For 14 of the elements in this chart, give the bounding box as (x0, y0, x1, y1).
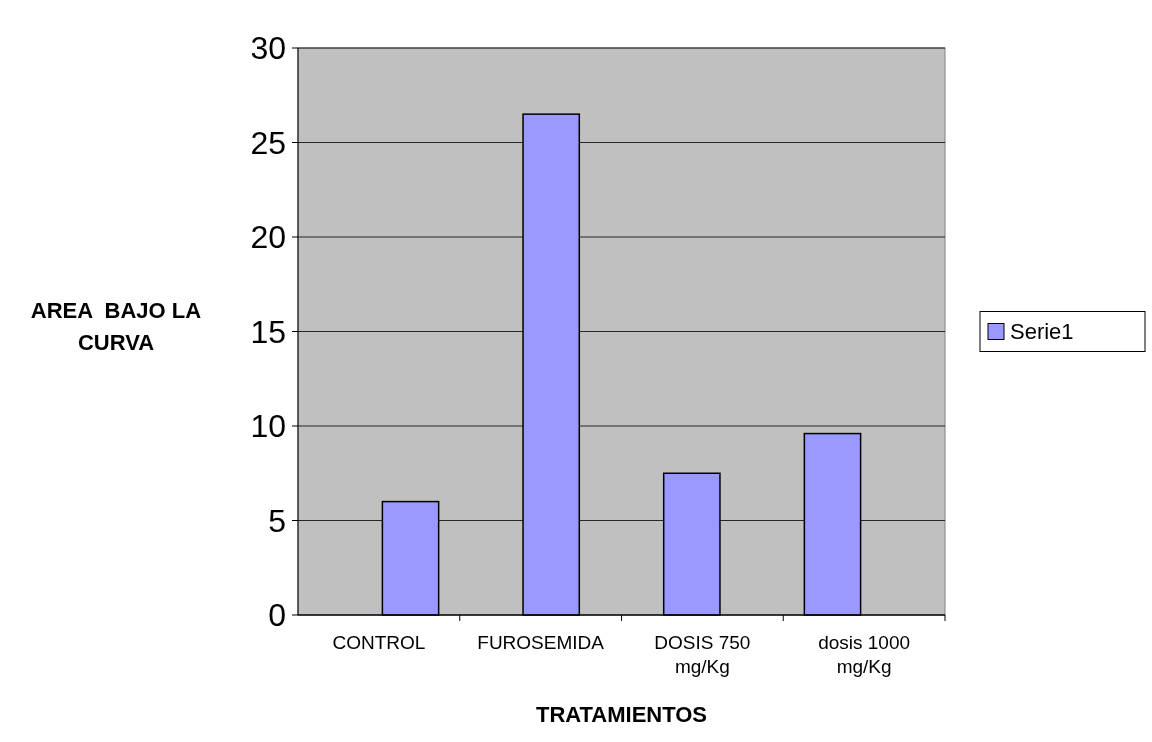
x-tick-label: CONTROL (332, 632, 426, 653)
y-tick-label: 15 (250, 313, 286, 350)
y-tick-label: 5 (268, 502, 286, 539)
x-tick-label: DOSIS 750 mg/Kg (654, 632, 751, 677)
y-tick-label: 10 (250, 408, 286, 445)
y-tick-label: 30 (250, 30, 286, 67)
legend-label: Serie1 (1010, 319, 1074, 345)
y-tick-label: 0 (268, 597, 286, 634)
y-tick-label: 20 (250, 219, 286, 256)
y-tick-label: 25 (250, 124, 286, 161)
x-tick-label: FUROSEMIDA (477, 632, 605, 653)
x-tick-label: dosis 1000 mg/Kg (818, 632, 911, 677)
y-axis-title: AREA BAJO LA CURVA (30, 297, 202, 355)
x-axis-title: TRATAMIENTOS (535, 702, 708, 727)
